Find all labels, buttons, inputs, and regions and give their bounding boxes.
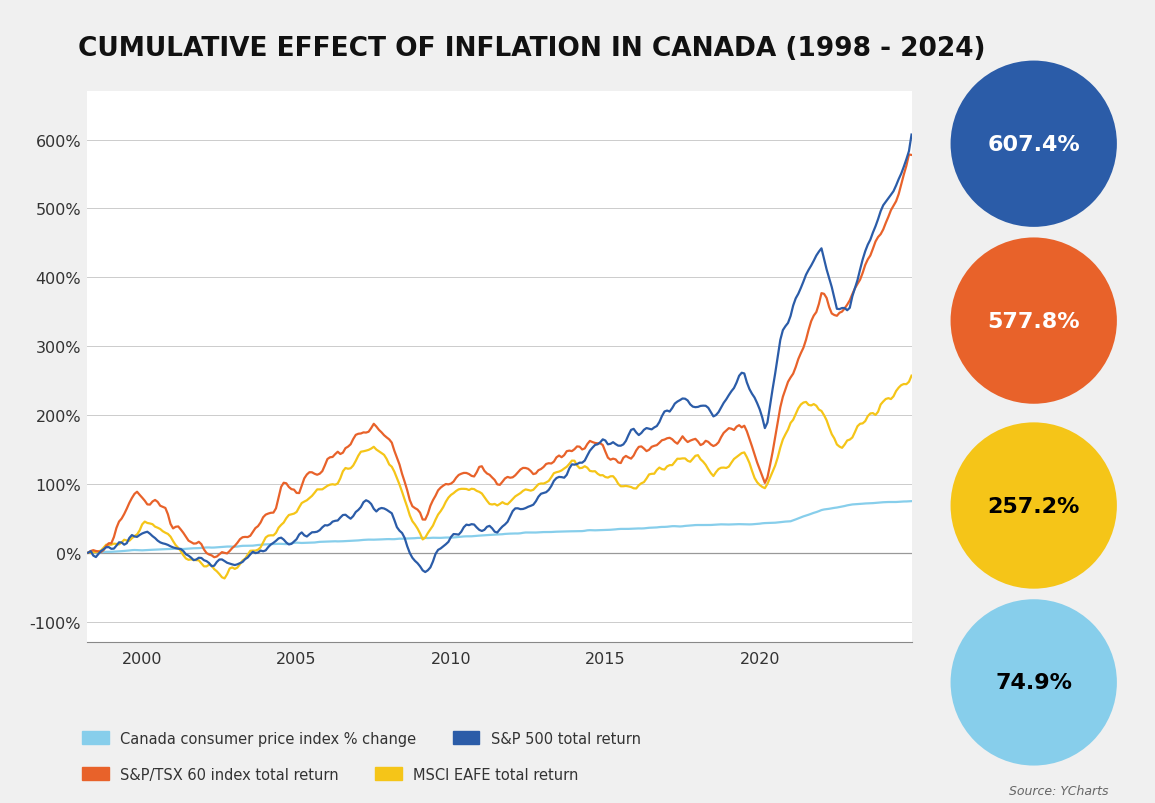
- Text: 607.4%: 607.4%: [988, 135, 1080, 154]
- Legend: S&P/TSX 60 index total return, MSCI EAFE total return: S&P/TSX 60 index total return, MSCI EAFE…: [76, 761, 584, 788]
- Text: 257.2%: 257.2%: [988, 496, 1080, 516]
- Text: 577.8%: 577.8%: [988, 312, 1080, 331]
- Text: 74.9%: 74.9%: [996, 673, 1072, 692]
- Text: CUMULATIVE EFFECT OF INFLATION IN CANADA (1998 - 2024): CUMULATIVE EFFECT OF INFLATION IN CANADA…: [77, 36, 985, 62]
- Text: Source: YCharts: Source: YCharts: [1009, 784, 1109, 797]
- Legend: Canada consumer price index % change, S&P 500 total return: Canada consumer price index % change, S&…: [76, 725, 647, 752]
